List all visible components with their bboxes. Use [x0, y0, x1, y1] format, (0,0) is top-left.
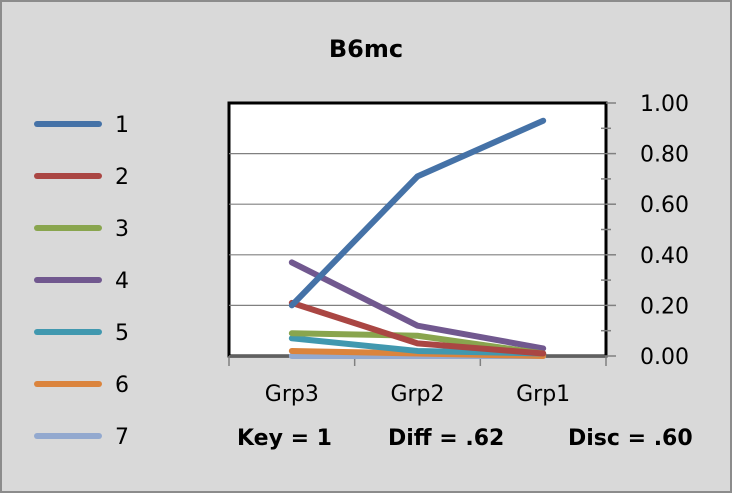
y-tick-label: 0.20	[640, 294, 689, 319]
y-tick-label: 0.00	[640, 345, 689, 370]
gridlines	[229, 153, 606, 306]
y-tick-label: 1.00	[640, 92, 689, 117]
legend-label-5: 5	[115, 321, 129, 346]
x-tick-label: Grp1	[516, 382, 570, 407]
footer-diff: Diff = .62	[388, 426, 504, 451]
x-axis-ticks: Grp3 Grp2 Grp1	[265, 382, 570, 407]
legend-label-4: 4	[115, 269, 129, 294]
footer-disc: Disc = .60	[568, 426, 693, 451]
series-line-1	[288, 117, 547, 309]
y-tick-label: 0.40	[640, 244, 689, 269]
legend-label-2: 2	[115, 165, 129, 190]
series-line-2	[288, 299, 547, 357]
y-tick-label: 0.80	[640, 143, 689, 168]
series-lines	[288, 117, 547, 359]
series-line-4	[288, 259, 547, 352]
legend-label-6: 6	[115, 373, 129, 398]
legend-label-1: 1	[115, 113, 129, 138]
y-tick-label: 0.60	[640, 193, 689, 218]
chart-title: B6mc	[329, 35, 403, 63]
legend-label-3: 3	[115, 217, 129, 242]
footer-key: Key = 1	[237, 426, 332, 451]
y-axis-ticks: 0.00 0.20 0.40 0.60 0.80 1.00	[640, 92, 689, 370]
x-tick-label: Grp2	[390, 382, 444, 407]
plot-area	[227, 101, 608, 358]
x-tick-label: Grp3	[265, 382, 319, 407]
legend-label-7: 7	[115, 425, 129, 450]
legend: 1 2 3 4 5 6 7	[34, 113, 129, 450]
